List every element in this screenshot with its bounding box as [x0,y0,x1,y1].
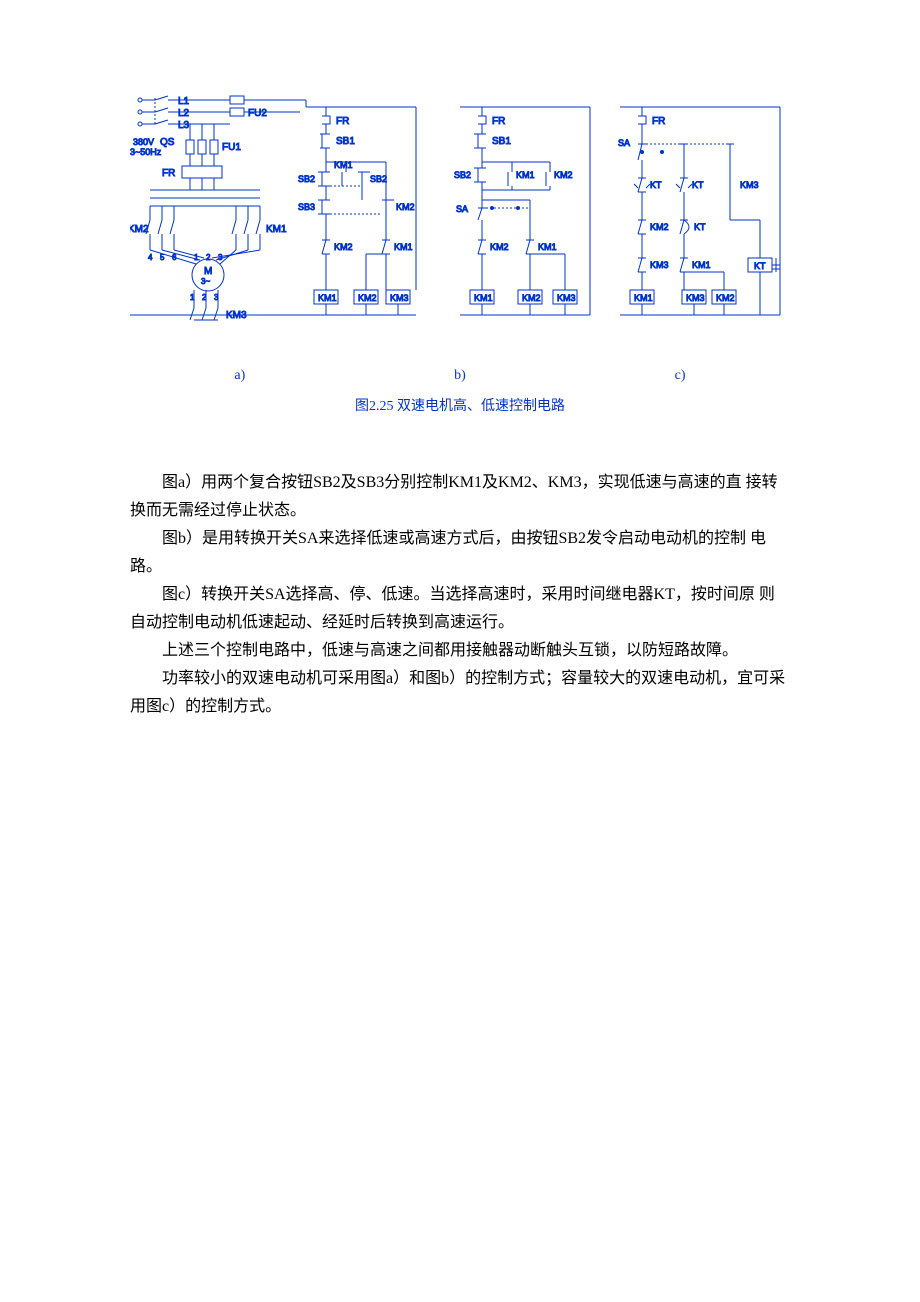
svg-text:KM1: KM1 [692,260,711,270]
svg-text:KM1: KM1 [266,224,287,235]
svg-text:L1: L1 [178,96,190,107]
svg-text:KM2: KM2 [396,202,415,212]
svg-text:FR: FR [652,116,665,127]
svg-text:KM1: KM1 [634,293,653,303]
svg-text:KM2: KM2 [130,224,149,235]
svg-text:SB1: SB1 [492,136,511,147]
panel-labels: a) b) c) [130,363,790,388]
svg-text:FU2: FU2 [248,108,267,119]
svg-text:2: 2 [206,253,211,262]
svg-text:FU1: FU1 [222,142,241,153]
panel-a: FR SB1 SB2 SB2 SB [298,107,416,315]
diagram-svg: L1 L2 L3 FU2 380V 3~50Hz QS FU1 [130,80,790,360]
body-text: 图a）用两个复合按钮SB2及SB3分别控制KM1及KM2、KM3，实现低速与高速… [130,469,790,721]
svg-text:SA: SA [456,204,468,214]
svg-text:4: 4 [148,253,153,262]
svg-text:KM1: KM1 [474,293,493,303]
svg-text:KM3: KM3 [686,293,705,303]
label-a: a) [234,363,245,388]
svg-text:1: 1 [194,253,199,262]
svg-text:3: 3 [218,253,223,262]
svg-text:L3: L3 [178,120,190,131]
svg-text:KT: KT [754,261,766,271]
svg-text:KM3: KM3 [650,260,669,270]
svg-text:KM2: KM2 [490,242,509,252]
paragraph-a: 图a）用两个复合按钮SB2及SB3分别控制KM1及KM2、KM3，实现低速与高速… [130,469,790,525]
svg-text:KM2: KM2 [650,222,669,232]
svg-text:KT: KT [692,180,704,190]
svg-text:KM2: KM2 [522,293,541,303]
paragraph-c: 图c）转换开关SA选择高、停、低速。当选择高速时，采用时间继电器KT，按时间原 … [130,581,790,637]
svg-text:SB3: SB3 [298,202,315,212]
svg-text:380V: 380V [133,137,154,147]
svg-text:KM1: KM1 [516,170,535,180]
svg-text:KM2: KM2 [716,293,735,303]
paragraph-summary: 上述三个控制电路中，低速与高速之间都用接触器动断触头互锁，以防短路故障。 [130,637,790,665]
svg-text:KT: KT [694,222,706,232]
svg-text:SB2: SB2 [298,174,315,184]
svg-text:SB2: SB2 [454,170,471,180]
svg-text:L2: L2 [178,108,190,119]
svg-text:KM1: KM1 [318,293,337,303]
paragraph-recommend: 功率较小的双速电动机可采用图a）和图b）的控制方式；容量较大的双速电动机，宜可采… [130,665,790,721]
svg-text:FR: FR [492,116,505,127]
svg-text:KM2: KM2 [358,293,377,303]
svg-text:KM3: KM3 [740,180,759,190]
svg-text:SB2: SB2 [370,174,387,184]
panel-b: FR SB1 SB2 KM1 KM2 [454,107,590,315]
svg-text:KM2: KM2 [554,170,573,180]
label-c: c) [675,363,686,388]
svg-text:KM1: KM1 [334,160,353,170]
svg-text:QS: QS [160,137,175,148]
label-b: b) [454,363,466,388]
power-circuit: L1 L2 L3 FU2 380V 3~50Hz QS FU1 [130,96,306,321]
svg-text:KT: KT [650,180,662,190]
svg-text:M: M [204,266,212,277]
svg-text:KM3: KM3 [557,293,576,303]
svg-text:3~: 3~ [201,277,210,286]
svg-text:KM2: KM2 [334,242,353,252]
circuit-diagram: L1 L2 L3 FU2 380V 3~50Hz QS FU1 [130,80,790,419]
page: L1 L2 L3 FU2 380V 3~50Hz QS FU1 [0,0,920,761]
svg-text:3~50Hz: 3~50Hz [130,147,162,157]
svg-text:KM1: KM1 [394,242,413,252]
svg-text:FR: FR [336,116,349,127]
svg-text:FR: FR [162,168,175,179]
figure-caption: 图2.25 双速电机高、低速控制电路 [130,394,790,419]
panel-c: FR SA KT KT KM3 [618,107,780,315]
svg-text:KM1: KM1 [538,242,557,252]
paragraph-b: 图b）是用转换开关SA来选择低速或高速方式后，由按钮SB2发令启动电动机的控制 … [130,525,790,581]
svg-text:SB1: SB1 [336,136,355,147]
svg-text:SA: SA [618,138,630,148]
svg-text:KM3: KM3 [390,293,409,303]
